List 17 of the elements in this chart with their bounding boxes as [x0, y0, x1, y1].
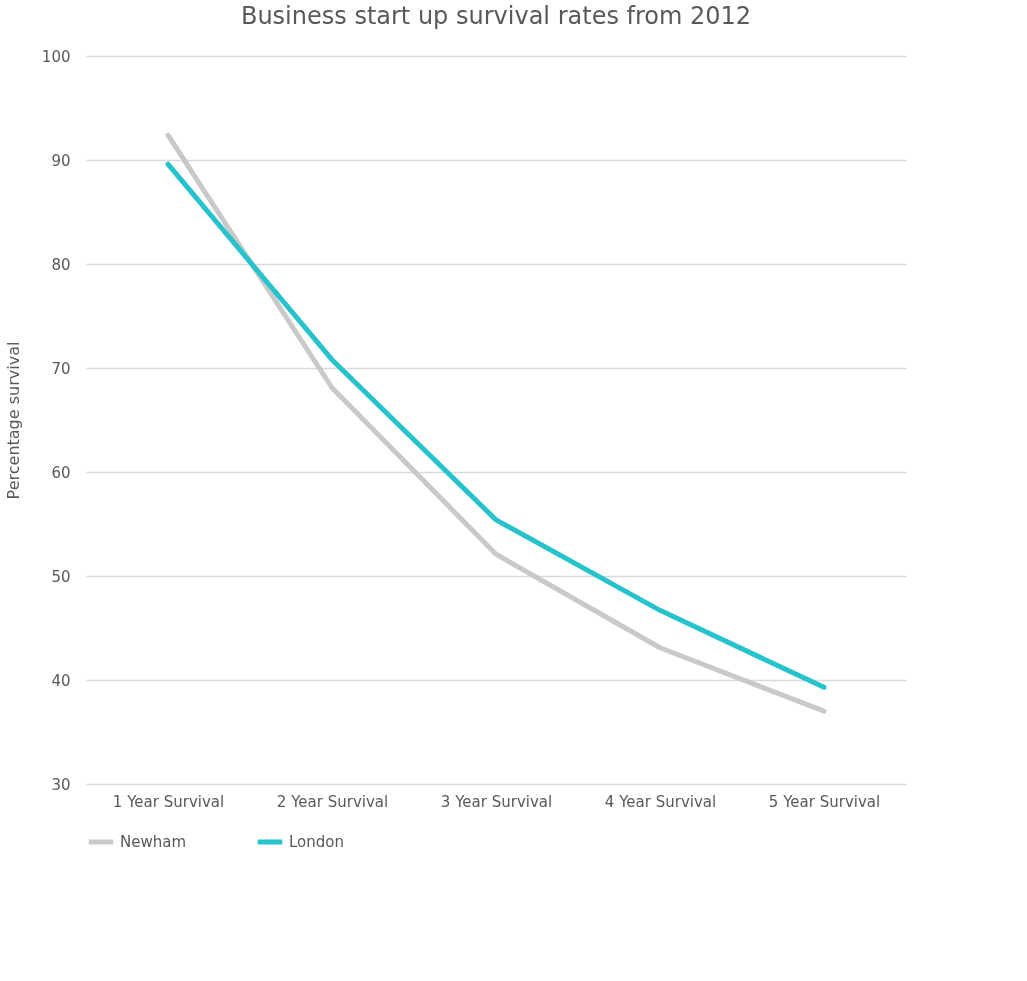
y-tick-label: 90 — [51, 151, 71, 170]
y-tick-label: 80 — [51, 255, 71, 274]
x-tick-label: 3 Year Survival — [440, 792, 553, 811]
y-tick-label: 100 — [41, 47, 71, 66]
x-tick-label: 5 Year Survival — [768, 792, 881, 811]
chart-title: Business start up survival rates from 2012 — [240, 2, 752, 30]
y-axis-title: Percentage survival — [3, 341, 23, 500]
y-tick-label: 40 — [51, 671, 71, 690]
x-tick-label: 1 Year Survival — [112, 792, 225, 811]
legend-label: London — [289, 833, 344, 851]
y-tick-label: 60 — [51, 463, 71, 482]
y-tick-label: 50 — [51, 567, 71, 586]
y-tick-label: 30 — [51, 775, 71, 794]
x-tick-label: 4 Year Survival — [604, 792, 717, 811]
legend-label: Newham — [120, 833, 187, 851]
x-tick-label: 2 Year Survival — [276, 792, 389, 811]
y-tick-label: 70 — [51, 359, 71, 378]
